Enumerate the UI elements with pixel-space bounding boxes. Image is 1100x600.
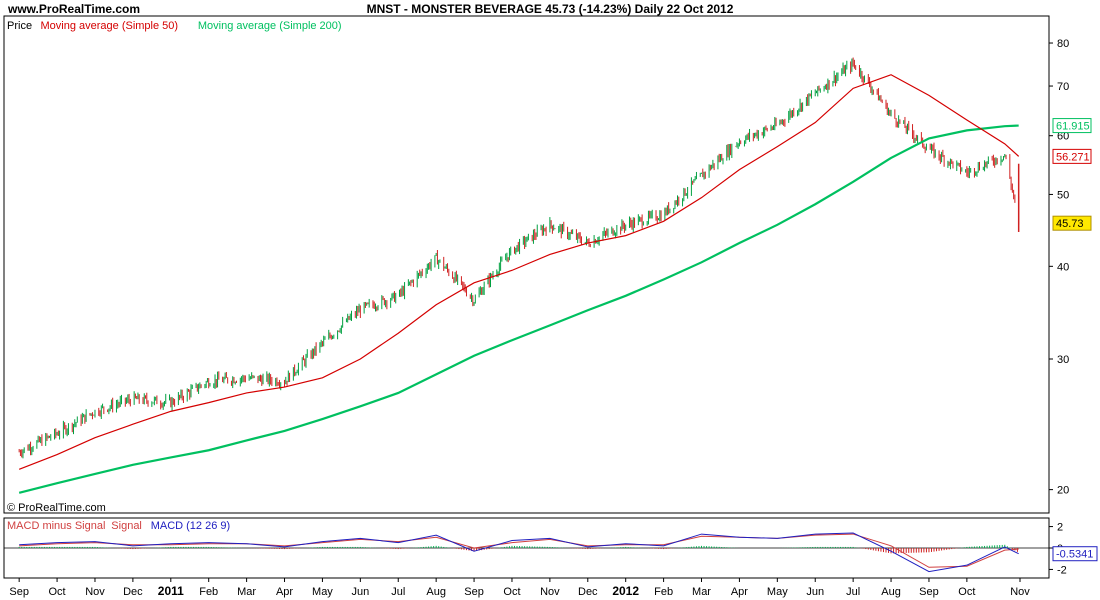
sma200-last-value-box	[1052, 118, 1092, 134]
x-tick-label: Apr	[276, 586, 293, 598]
legend-item: Moving average (Simple 50)	[41, 20, 179, 32]
x-tick-label: Dec	[123, 586, 143, 598]
x-tick-label: Jun	[806, 586, 824, 598]
x-tick-label: Jul	[391, 586, 405, 598]
x-tick-label: Oct	[49, 586, 66, 598]
y-tick-label: 50	[1057, 189, 1069, 201]
macd-y-tick-label: -2	[1057, 564, 1067, 576]
x-tick-label: Sep	[919, 586, 939, 598]
watermark: © ProRealTime.com	[7, 502, 106, 514]
price-last-value-box	[1052, 215, 1092, 231]
macd-line	[19, 532, 1019, 573]
x-tick-label: May	[767, 586, 788, 598]
y-tick-label: 80	[1057, 38, 1069, 50]
x-tick-label: Oct	[958, 586, 975, 598]
macd-legend-item: MACD minus Signal	[7, 520, 105, 532]
x-tick-label: Nov	[85, 586, 105, 598]
chart-header: www.ProRealTime.com MNST - MONSTER BEVER…	[0, 0, 1100, 16]
x-tick-label: Apr	[731, 586, 748, 598]
legend-item: Moving average (Simple 200)	[198, 20, 342, 32]
x-tick-label: Sep	[9, 586, 29, 598]
x-tick-label: May	[312, 586, 333, 598]
y-tick-label: 30	[1057, 354, 1069, 366]
macd-last-value: -0.5341	[1056, 549, 1093, 561]
sma50-last-value-box	[1052, 148, 1092, 164]
x-tick-label: Jun	[351, 586, 369, 598]
x-tick-label: Nov	[540, 586, 560, 598]
x-tick-label: Aug	[426, 586, 446, 598]
x-tick-label: Feb	[199, 586, 218, 598]
legend-item: Price	[7, 20, 32, 32]
signal-line	[19, 533, 1019, 568]
macd-last-value-box	[1052, 546, 1098, 562]
price-last-value: 45.73	[1056, 218, 1084, 230]
sma200-last-value: 61.915	[1056, 121, 1090, 133]
x-tick-label: 2011	[158, 584, 184, 598]
x-tick-label: Sep	[464, 586, 484, 598]
sma200-line	[18, 124, 1019, 494]
sma50-last-value: 56.271	[1056, 151, 1090, 163]
x-tick-label: Dec	[578, 586, 598, 598]
x-tick-label: Oct	[503, 586, 520, 598]
y-tick-label: 20	[1057, 485, 1069, 497]
macd-y-tick-label: 2	[1057, 522, 1063, 534]
x-tick-label: Jul	[846, 586, 860, 598]
macd-histogram	[18, 544, 1018, 554]
y-tick-label: 40	[1057, 261, 1069, 273]
x-tick-label: 2012	[612, 584, 639, 598]
site-label: www.ProRealTime.com	[8, 2, 141, 16]
chart-title: MNST - MONSTER BEVERAGE 45.73 (-14.23%) …	[366, 2, 734, 16]
x-tick-label: Aug	[881, 586, 901, 598]
candles	[18, 57, 1020, 459]
x-tick-label: Mar	[692, 586, 711, 598]
y-tick-label: 70	[1057, 81, 1069, 93]
x-tick-label: Feb	[654, 586, 673, 598]
macd-legend-item: Signal	[111, 520, 142, 532]
y-tick-label: 60	[1057, 131, 1069, 143]
x-tick-label: Mar	[237, 586, 256, 598]
macd-legend-item: MACD (12 26 9)	[151, 520, 230, 532]
x-tick-label: Nov	[1010, 586, 1030, 598]
sma50-line	[18, 74, 1020, 470]
